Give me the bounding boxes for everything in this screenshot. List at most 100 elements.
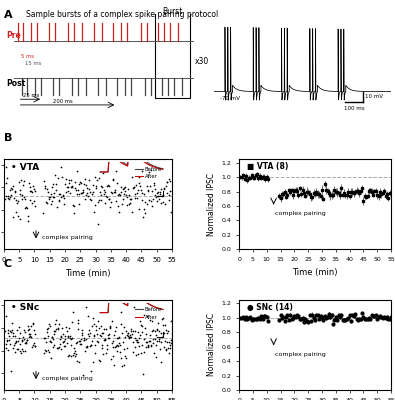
Point xyxy=(19,338,25,344)
Point xyxy=(110,352,116,359)
Point xyxy=(164,178,171,185)
Point xyxy=(147,317,153,324)
Point xyxy=(48,339,55,345)
Point xyxy=(168,209,174,215)
Y-axis label: Normalized IPSC: Normalized IPSC xyxy=(207,313,216,376)
Point xyxy=(41,335,47,341)
Point xyxy=(152,332,159,339)
Point xyxy=(11,195,17,201)
Point xyxy=(32,203,38,210)
Point xyxy=(4,175,10,181)
Point xyxy=(152,328,158,334)
Point xyxy=(15,213,21,219)
Point xyxy=(21,348,28,354)
Point xyxy=(102,200,108,206)
Point xyxy=(130,327,136,334)
Point xyxy=(93,326,100,333)
Point xyxy=(139,342,145,348)
Point xyxy=(70,202,76,208)
Point xyxy=(24,337,30,343)
Point xyxy=(26,334,32,340)
Point xyxy=(113,343,119,349)
Point xyxy=(68,342,74,349)
Point xyxy=(95,199,101,205)
Point xyxy=(88,197,94,203)
Point xyxy=(87,330,93,336)
Point xyxy=(71,344,77,351)
Point xyxy=(60,192,66,199)
Point xyxy=(6,186,13,193)
Point xyxy=(120,196,126,202)
Point xyxy=(73,340,79,346)
Point xyxy=(30,320,36,327)
Point xyxy=(45,188,51,195)
Point xyxy=(136,179,142,186)
Point xyxy=(88,190,95,197)
Point xyxy=(23,339,29,345)
Point xyxy=(118,320,124,327)
Point xyxy=(132,191,138,197)
Point xyxy=(23,205,30,212)
Point xyxy=(22,340,28,346)
Point xyxy=(2,328,8,335)
Point xyxy=(121,346,127,353)
Point xyxy=(131,303,137,310)
Point xyxy=(24,323,31,330)
Point xyxy=(100,351,106,357)
Point xyxy=(158,359,164,365)
Point xyxy=(46,196,53,202)
Point xyxy=(142,325,148,331)
Point xyxy=(103,182,110,189)
Point xyxy=(117,192,124,198)
Point xyxy=(133,352,139,358)
Point xyxy=(41,347,48,353)
Point xyxy=(134,337,140,343)
Point xyxy=(63,175,70,182)
Point xyxy=(31,343,38,349)
Point xyxy=(130,348,136,355)
Point xyxy=(92,342,98,348)
Point xyxy=(18,176,24,183)
Point xyxy=(132,182,139,189)
Point xyxy=(126,335,132,341)
Point xyxy=(19,346,25,352)
Point xyxy=(83,192,90,198)
Point xyxy=(80,187,87,193)
Point xyxy=(40,210,47,217)
Point xyxy=(104,181,111,188)
Point xyxy=(3,192,9,199)
Point xyxy=(120,362,127,368)
Point xyxy=(118,354,124,361)
Point xyxy=(82,176,88,182)
Point xyxy=(66,325,72,331)
Point xyxy=(138,186,144,193)
Point xyxy=(91,202,98,208)
Point xyxy=(12,340,19,346)
Point xyxy=(14,199,20,206)
Point xyxy=(156,328,163,334)
Point xyxy=(145,197,152,203)
Text: 15 ms: 15 ms xyxy=(25,61,42,66)
Point xyxy=(128,174,135,180)
Point xyxy=(147,343,154,349)
Point xyxy=(49,184,55,191)
Point xyxy=(17,341,23,348)
Point xyxy=(99,330,105,336)
Point xyxy=(139,190,146,196)
Point xyxy=(5,326,11,333)
Text: B: B xyxy=(4,133,12,143)
Point xyxy=(133,337,139,344)
Point xyxy=(102,335,109,342)
Point xyxy=(167,337,174,344)
Point xyxy=(128,328,135,334)
Text: x30: x30 xyxy=(194,57,209,66)
Point xyxy=(115,202,122,209)
Point xyxy=(51,342,58,348)
Point xyxy=(71,350,77,357)
Point xyxy=(50,194,56,200)
Point xyxy=(55,324,61,331)
Point xyxy=(75,320,81,326)
Point xyxy=(111,362,117,368)
Point xyxy=(103,193,109,199)
Text: complex pairing: complex pairing xyxy=(42,376,93,381)
